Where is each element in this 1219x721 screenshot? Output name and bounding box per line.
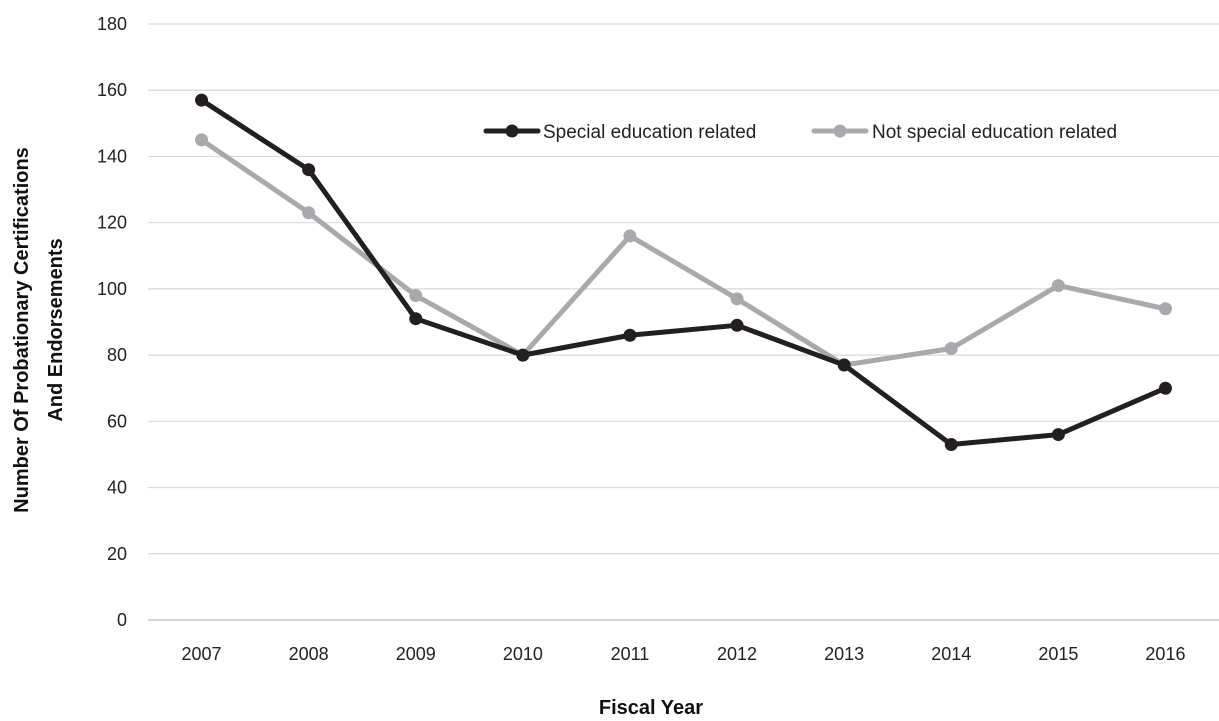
series-not-special-education-related — [195, 133, 1172, 372]
legend-label: Special education related — [543, 122, 756, 143]
y-tick-label: 80 — [107, 345, 127, 365]
data-point — [302, 163, 316, 177]
x-tick-label: 2016 — [1145, 644, 1185, 664]
data-point — [195, 133, 209, 147]
data-point — [195, 93, 209, 107]
data-point — [1051, 428, 1065, 442]
series-line — [199, 97, 1168, 448]
x-tick-label: 2010 — [503, 644, 543, 664]
x-tick-label: 2012 — [717, 644, 757, 664]
x-axis-title: Fiscal Year — [599, 697, 703, 716]
y-tick-label: 120 — [97, 213, 127, 233]
y-tick-label: 20 — [107, 544, 127, 564]
y-tick-label: 40 — [107, 478, 127, 498]
data-point — [837, 358, 851, 372]
y-tick-label: 180 — [97, 14, 127, 34]
legend-swatch-marker — [505, 124, 519, 138]
data-point — [1158, 381, 1172, 395]
y-axis-title: Number Of Probationary Certifications An… — [11, 147, 67, 513]
gridlines — [148, 23, 1219, 621]
data-point — [302, 206, 316, 220]
data-point — [730, 292, 744, 306]
x-axis-ticks: 2007 2008 2009 2010 2011 2012 2013 2014 2015 2016 — [182, 644, 1186, 664]
x-tick-label: 2009 — [396, 644, 436, 664]
y-tick-label: 0 — [117, 610, 127, 630]
data-point — [409, 289, 423, 303]
y-tick-label: 60 — [107, 411, 127, 431]
y-axis-ticks: 0 20 40 60 80 100 120 140 160 180 — [97, 14, 127, 630]
x-tick-label: 2015 — [1038, 644, 1078, 664]
data-point — [1051, 279, 1065, 293]
x-tick-label: 2011 — [611, 644, 650, 664]
legend: Special education related Not special edu… — [483, 122, 1117, 143]
y-tick-label: 160 — [97, 80, 127, 100]
y-tick-label: 100 — [97, 279, 127, 299]
legend-label: Not special education related — [872, 122, 1117, 143]
data-point — [516, 348, 530, 362]
legend-swatch-marker — [833, 124, 847, 138]
x-tick-label: 2013 — [824, 644, 864, 664]
series-lines — [195, 93, 1172, 452]
data-point — [944, 438, 958, 452]
data-point — [944, 341, 958, 355]
data-point — [623, 328, 637, 342]
y-axis-title-line-1: Number Of Probationary Certifications — [11, 147, 33, 513]
x-tick-label: 2007 — [182, 644, 222, 664]
series-special-education-related — [195, 93, 1172, 452]
y-axis-title-line-2: And Endorsements — [45, 238, 67, 421]
series-line — [199, 137, 1168, 368]
legend-item: Special education related — [483, 122, 756, 143]
x-tick-label: 2008 — [289, 644, 329, 664]
data-point — [730, 318, 744, 332]
x-tick-label: 2014 — [931, 644, 971, 664]
data-point — [1158, 302, 1172, 316]
legend-item: Not special education related — [811, 122, 1117, 143]
data-point — [623, 229, 637, 243]
data-point — [409, 312, 423, 326]
y-tick-label: 140 — [97, 146, 127, 166]
